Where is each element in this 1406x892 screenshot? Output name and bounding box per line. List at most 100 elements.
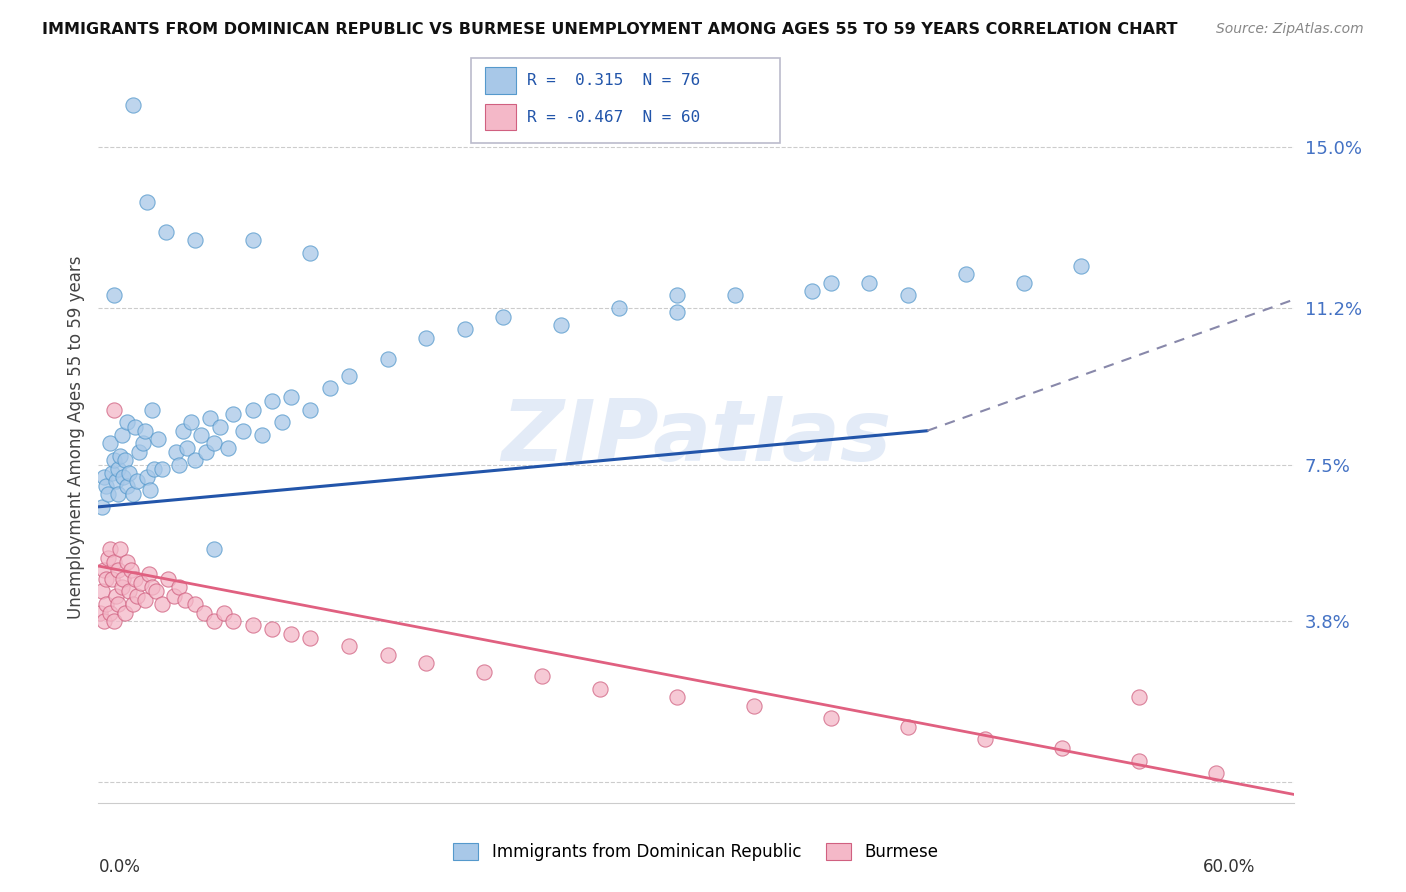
Point <box>150 462 173 476</box>
Point <box>156 572 179 586</box>
Point <box>134 592 156 607</box>
Point <box>174 592 197 607</box>
Point <box>260 394 283 409</box>
Point <box>94 597 117 611</box>
Point <box>202 436 225 450</box>
Point <box>104 475 127 489</box>
Point <box>93 563 115 577</box>
Point <box>172 424 194 438</box>
Point <box>232 424 254 438</box>
Point <box>125 589 148 603</box>
Point <box>723 288 745 302</box>
Point <box>665 305 688 319</box>
Point <box>242 234 264 248</box>
Point <box>472 665 495 679</box>
Point <box>120 563 142 577</box>
Point <box>897 288 920 302</box>
Point <box>103 555 125 569</box>
Point <box>91 500 114 514</box>
Point <box>319 381 342 395</box>
Point <box>128 445 150 459</box>
Point <box>91 584 114 599</box>
Point <box>93 470 115 484</box>
Point <box>118 466 141 480</box>
Point <box>139 483 162 497</box>
Point <box>820 276 842 290</box>
Point <box>607 301 630 315</box>
Point <box>110 580 132 594</box>
Point <box>337 640 360 654</box>
Point <box>114 453 136 467</box>
Point <box>98 436 121 450</box>
Point <box>108 542 131 557</box>
Point <box>195 445 218 459</box>
Point <box>217 441 239 455</box>
Point <box>107 563 129 577</box>
Point <box>222 614 245 628</box>
Point <box>141 402 163 417</box>
Point <box>588 681 610 696</box>
Point <box>202 542 225 557</box>
Point <box>138 567 160 582</box>
Point <box>299 631 322 645</box>
Point <box>135 195 157 210</box>
Point <box>165 445 187 459</box>
Point <box>180 415 202 429</box>
Text: IMMIGRANTS FROM DOMINICAN REPUBLIC VS BURMESE UNEMPLOYMENT AMONG AGES 55 TO 59 Y: IMMIGRANTS FROM DOMINICAN REPUBLIC VS BU… <box>42 22 1178 37</box>
Point <box>208 419 231 434</box>
Point <box>122 98 145 112</box>
Point <box>242 618 264 632</box>
Point <box>299 402 322 417</box>
Point <box>98 606 121 620</box>
Point <box>101 466 124 480</box>
Point <box>1205 766 1227 780</box>
Point <box>148 432 170 446</box>
Point <box>974 732 997 747</box>
Point <box>193 606 215 620</box>
Point <box>141 580 163 594</box>
Point <box>117 479 139 493</box>
Point <box>129 576 152 591</box>
Point <box>98 542 121 557</box>
Point <box>117 415 139 429</box>
Point <box>107 462 129 476</box>
Point <box>107 487 129 501</box>
Point <box>337 368 360 383</box>
Point <box>122 487 145 501</box>
Point <box>103 453 125 467</box>
Point <box>492 310 515 324</box>
Point <box>858 276 880 290</box>
Point <box>103 288 125 302</box>
Text: ZIPatlas: ZIPatlas <box>501 395 891 479</box>
Point <box>184 597 207 611</box>
Point <box>270 415 292 429</box>
Point <box>665 690 688 705</box>
Point <box>143 462 166 476</box>
Point <box>107 597 129 611</box>
Point <box>415 657 437 671</box>
Point <box>1070 259 1092 273</box>
Point <box>114 606 136 620</box>
Point <box>124 572 146 586</box>
Point <box>89 606 111 620</box>
Text: R = -0.467  N = 60: R = -0.467 N = 60 <box>527 110 700 125</box>
Point <box>190 428 212 442</box>
Point <box>134 424 156 438</box>
Point <box>104 589 127 603</box>
Point <box>97 550 120 565</box>
Point <box>176 441 198 455</box>
Point <box>212 606 235 620</box>
Point <box>150 597 173 611</box>
Point <box>955 268 977 282</box>
Text: 60.0%: 60.0% <box>1202 858 1256 876</box>
Point <box>129 0 152 6</box>
Point <box>184 234 207 248</box>
Point <box>184 453 207 467</box>
Point <box>665 288 688 302</box>
Point <box>222 407 245 421</box>
Point <box>280 626 302 640</box>
Point <box>415 331 437 345</box>
Point <box>1128 690 1150 705</box>
Legend: Immigrants from Dominican Republic, Burmese: Immigrants from Dominican Republic, Burm… <box>447 836 945 868</box>
Point <box>1128 754 1150 768</box>
